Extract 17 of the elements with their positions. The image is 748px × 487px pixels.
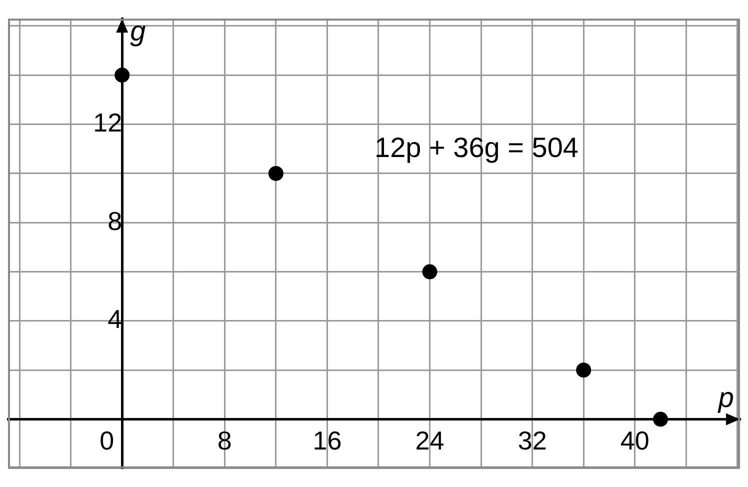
- point: [422, 264, 438, 280]
- x-tick-label: 32: [518, 425, 547, 456]
- point: [114, 68, 130, 83]
- point: [653, 412, 668, 427]
- x-tick-label: 8: [217, 425, 232, 456]
- x-tick-label: 40: [620, 425, 650, 456]
- x-tick-label: 0: [100, 425, 114, 456]
- point: [268, 166, 284, 181]
- y-tick-label: 8: [108, 206, 122, 236]
- y-axis-title: g: [130, 15, 146, 46]
- x-tick-label: 24: [415, 425, 444, 456]
- annotation: 12p + 36g = 504: [374, 132, 578, 163]
- x-tick-label: 16: [312, 425, 342, 456]
- point: [576, 362, 592, 378]
- y-tick-label: 4: [108, 304, 122, 334]
- y-tick-label: 12: [93, 107, 122, 138]
- x-axis-title: p: [717, 382, 734, 414]
